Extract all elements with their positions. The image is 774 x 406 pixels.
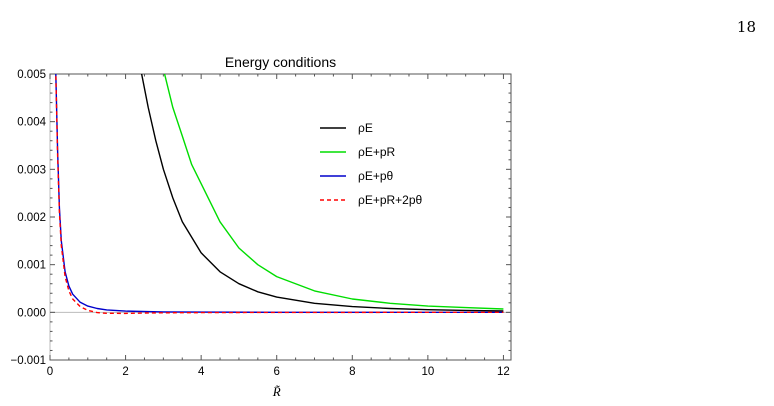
series-line-3 xyxy=(55,74,504,313)
x-tick-label: 12 xyxy=(497,366,510,378)
legend-label-2: ρE+pR xyxy=(358,145,396,159)
y-tick-label: 0.002 xyxy=(17,212,46,224)
y-tick-label: 0.005 xyxy=(17,69,46,81)
x-tick-label: 10 xyxy=(421,366,434,378)
axes: 0 2 4 6 8 10 12 −0.001 0.000 0.001 0.002 0.003 0.004… xyxy=(11,69,512,378)
x-axis-label: R̃ xyxy=(272,384,281,399)
y-tick-label: 0.001 xyxy=(17,260,46,272)
series-line-4 xyxy=(55,74,504,315)
legend-label-3: ρE+pθ xyxy=(358,169,394,183)
y-tick-label: 0.004 xyxy=(17,117,46,129)
legend: ρE ρE+pR ρE+pθ ρE+pR+2pθ xyxy=(320,121,423,207)
x-tick-label: 4 xyxy=(198,366,205,378)
x-tick-label: 2 xyxy=(122,366,128,378)
legend-label-4: ρE+pR+2pθ xyxy=(358,193,423,207)
legend-label-1: ρE xyxy=(358,121,373,135)
y-tick-label: 0.003 xyxy=(17,164,46,176)
y-tick-label: −0.001 xyxy=(11,355,47,367)
series-layer xyxy=(55,74,504,315)
page-number: 18 xyxy=(736,18,756,36)
plot-frame xyxy=(49,73,512,361)
x-tick-label: 0 xyxy=(47,366,53,378)
chart-title: Energy conditions xyxy=(225,54,336,70)
x-tick-label: 6 xyxy=(274,366,280,378)
series-line-2 xyxy=(163,74,504,310)
y-tick-label: 0.000 xyxy=(17,307,46,319)
series-line-1 xyxy=(140,74,504,312)
x-tick-label: 8 xyxy=(349,366,355,378)
